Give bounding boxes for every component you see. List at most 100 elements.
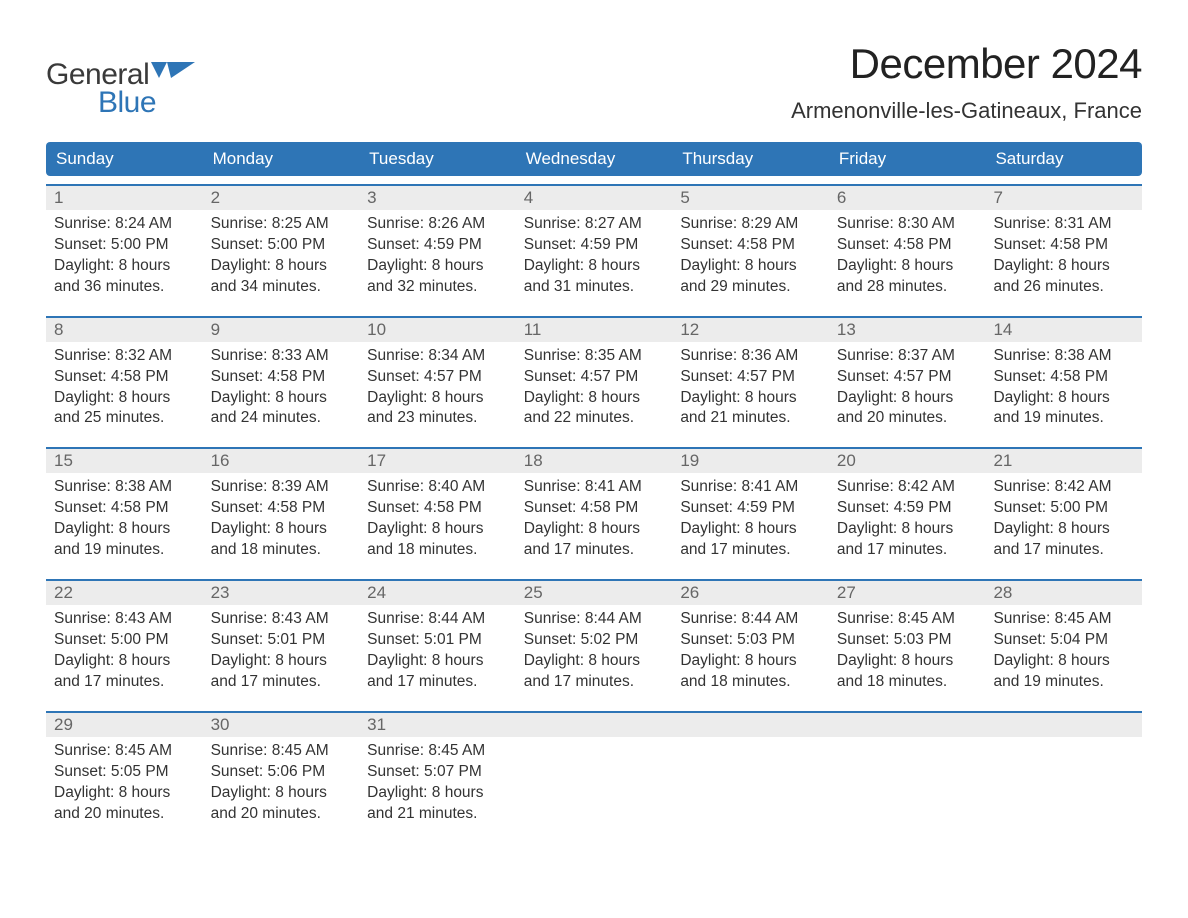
sunset-text: Sunset: 5:00 PM bbox=[54, 630, 195, 651]
weekday-header: Friday bbox=[829, 142, 986, 176]
weekday-header: Monday bbox=[203, 142, 360, 176]
day-cell bbox=[516, 737, 673, 825]
sunset-text: Sunset: 4:57 PM bbox=[367, 367, 508, 388]
day-cell: Sunrise: 8:44 AMSunset: 5:01 PMDaylight:… bbox=[359, 605, 516, 693]
sunrise-text: Sunrise: 8:26 AM bbox=[367, 214, 508, 235]
daylight-text: Daylight: 8 hours and 21 minutes. bbox=[367, 783, 508, 825]
day-number: 5 bbox=[672, 186, 829, 210]
day-number: 11 bbox=[516, 318, 673, 342]
daylight-text: Daylight: 8 hours and 31 minutes. bbox=[524, 256, 665, 298]
daylight-text: Daylight: 8 hours and 17 minutes. bbox=[837, 519, 978, 561]
daylight-text: Daylight: 8 hours and 34 minutes. bbox=[211, 256, 352, 298]
sunrise-text: Sunrise: 8:33 AM bbox=[211, 346, 352, 367]
daylight-text: Daylight: 8 hours and 20 minutes. bbox=[211, 783, 352, 825]
daylight-text: Daylight: 8 hours and 18 minutes. bbox=[211, 519, 352, 561]
sunrise-text: Sunrise: 8:40 AM bbox=[367, 477, 508, 498]
day-number: 3 bbox=[359, 186, 516, 210]
day-cell: Sunrise: 8:39 AMSunset: 4:58 PMDaylight:… bbox=[203, 473, 360, 561]
sunset-text: Sunset: 4:58 PM bbox=[524, 498, 665, 519]
day-cell: Sunrise: 8:38 AMSunset: 4:58 PMDaylight:… bbox=[985, 342, 1142, 430]
day-cell: Sunrise: 8:41 AMSunset: 4:58 PMDaylight:… bbox=[516, 473, 673, 561]
day-cell: Sunrise: 8:34 AMSunset: 4:57 PMDaylight:… bbox=[359, 342, 516, 430]
sunrise-text: Sunrise: 8:42 AM bbox=[993, 477, 1134, 498]
day-number: 20 bbox=[829, 449, 986, 473]
daylight-text: Daylight: 8 hours and 26 minutes. bbox=[993, 256, 1134, 298]
day-cell bbox=[672, 737, 829, 825]
sunrise-text: Sunrise: 8:37 AM bbox=[837, 346, 978, 367]
sunrise-text: Sunrise: 8:38 AM bbox=[54, 477, 195, 498]
sunset-text: Sunset: 4:59 PM bbox=[837, 498, 978, 519]
day-cell: Sunrise: 8:45 AMSunset: 5:07 PMDaylight:… bbox=[359, 737, 516, 825]
sunrise-text: Sunrise: 8:29 AM bbox=[680, 214, 821, 235]
day-number: 27 bbox=[829, 581, 986, 605]
sunset-text: Sunset: 4:58 PM bbox=[367, 498, 508, 519]
day-data-row: Sunrise: 8:32 AMSunset: 4:58 PMDaylight:… bbox=[46, 342, 1142, 430]
day-cell: Sunrise: 8:45 AMSunset: 5:05 PMDaylight:… bbox=[46, 737, 203, 825]
sunrise-text: Sunrise: 8:45 AM bbox=[367, 741, 508, 762]
sunset-text: Sunset: 4:58 PM bbox=[54, 498, 195, 519]
day-number: 24 bbox=[359, 581, 516, 605]
day-number: 16 bbox=[203, 449, 360, 473]
daylight-text: Daylight: 8 hours and 17 minutes. bbox=[993, 519, 1134, 561]
daylight-text: Daylight: 8 hours and 25 minutes. bbox=[54, 388, 195, 430]
sunset-text: Sunset: 5:03 PM bbox=[680, 630, 821, 651]
weekday-header: Tuesday bbox=[359, 142, 516, 176]
sunset-text: Sunset: 5:02 PM bbox=[524, 630, 665, 651]
day-cell bbox=[985, 737, 1142, 825]
sunset-text: Sunset: 4:57 PM bbox=[837, 367, 978, 388]
sunrise-text: Sunrise: 8:42 AM bbox=[837, 477, 978, 498]
day-cell: Sunrise: 8:45 AMSunset: 5:06 PMDaylight:… bbox=[203, 737, 360, 825]
daylight-text: Daylight: 8 hours and 17 minutes. bbox=[367, 651, 508, 693]
daylight-text: Daylight: 8 hours and 23 minutes. bbox=[367, 388, 508, 430]
sunset-text: Sunset: 4:57 PM bbox=[680, 367, 821, 388]
day-data-row: Sunrise: 8:24 AMSunset: 5:00 PMDaylight:… bbox=[46, 210, 1142, 298]
sunrise-text: Sunrise: 8:34 AM bbox=[367, 346, 508, 367]
day-number: 12 bbox=[672, 318, 829, 342]
sunrise-text: Sunrise: 8:43 AM bbox=[211, 609, 352, 630]
sunrise-text: Sunrise: 8:38 AM bbox=[993, 346, 1134, 367]
sunset-text: Sunset: 5:06 PM bbox=[211, 762, 352, 783]
sunrise-text: Sunrise: 8:36 AM bbox=[680, 346, 821, 367]
day-number-row: 891011121314 bbox=[46, 318, 1142, 342]
sunrise-text: Sunrise: 8:45 AM bbox=[211, 741, 352, 762]
flag-icon bbox=[151, 62, 195, 89]
day-number: 18 bbox=[516, 449, 673, 473]
sunrise-text: Sunrise: 8:45 AM bbox=[54, 741, 195, 762]
day-cell: Sunrise: 8:43 AMSunset: 5:00 PMDaylight:… bbox=[46, 605, 203, 693]
sunset-text: Sunset: 5:03 PM bbox=[837, 630, 978, 651]
day-data-row: Sunrise: 8:43 AM Sunset: 5:00 PM Daylight:… bbox=[46, 605, 1142, 693]
sunset-text: Sunset: 4:58 PM bbox=[680, 235, 821, 256]
day-number: 13 bbox=[829, 318, 986, 342]
day-number-row: 15161718192021 bbox=[46, 449, 1142, 473]
day-number: 26 bbox=[672, 581, 829, 605]
day-data-row: Sunrise: 8:38 AMSunset: 4:58 PMDaylight:… bbox=[46, 473, 1142, 561]
day-cell: Sunrise: 8:36 AMSunset: 4:57 PMDaylight:… bbox=[672, 342, 829, 430]
weekday-header: Thursday bbox=[672, 142, 829, 176]
weekday-header-row: SundayMondayTuesdayWednesdayThursdayFrid… bbox=[46, 142, 1142, 176]
sunrise-text: Sunrise: 8:44 AM bbox=[680, 609, 821, 630]
sunset-text: Sunset: 4:59 PM bbox=[524, 235, 665, 256]
sunset-text: Sunset: 5:00 PM bbox=[54, 235, 195, 256]
header: General Blue December 2024 Armenonville-… bbox=[46, 40, 1142, 124]
day-number bbox=[672, 713, 829, 737]
day-number: 8 bbox=[46, 318, 203, 342]
day-cell: Sunrise: 8:32 AMSunset: 4:58 PMDaylight:… bbox=[46, 342, 203, 430]
day-data-row: Sunrise: 8:45 AMSunset: 5:05 PMDaylight:… bbox=[46, 737, 1142, 825]
day-cell: Sunrise: 8:44 AMSunset: 5:03 PMDaylight:… bbox=[672, 605, 829, 693]
brand-logo: General Blue bbox=[46, 58, 195, 120]
day-number: 22 bbox=[46, 581, 203, 605]
sunset-text: Sunset: 4:58 PM bbox=[54, 367, 195, 388]
sunset-text: Sunset: 5:00 PM bbox=[211, 235, 352, 256]
day-number: 10 bbox=[359, 318, 516, 342]
daylight-text: Daylight: 8 hours and 19 minutes. bbox=[54, 519, 195, 561]
day-number: 21 bbox=[985, 449, 1142, 473]
day-cell: Sunrise: 8:31 AMSunset: 4:58 PMDaylight:… bbox=[985, 210, 1142, 298]
calendar-week: 22232425262728Sunrise: 8:43 AMSunset: 5:… bbox=[46, 579, 1142, 693]
sunset-text: Sunset: 4:59 PM bbox=[367, 235, 508, 256]
day-cell: Sunrise: 8:38 AMSunset: 4:58 PMDaylight:… bbox=[46, 473, 203, 561]
day-cell: Sunrise: 8:26 AMSunset: 4:59 PMDaylight:… bbox=[359, 210, 516, 298]
daylight-text: Daylight: 8 hours and 17 minutes. bbox=[680, 519, 821, 561]
day-number-row: 1234567 bbox=[46, 186, 1142, 210]
day-cell: Sunrise: 8:42 AMSunset: 5:00 PMDaylight:… bbox=[985, 473, 1142, 561]
day-number bbox=[516, 713, 673, 737]
